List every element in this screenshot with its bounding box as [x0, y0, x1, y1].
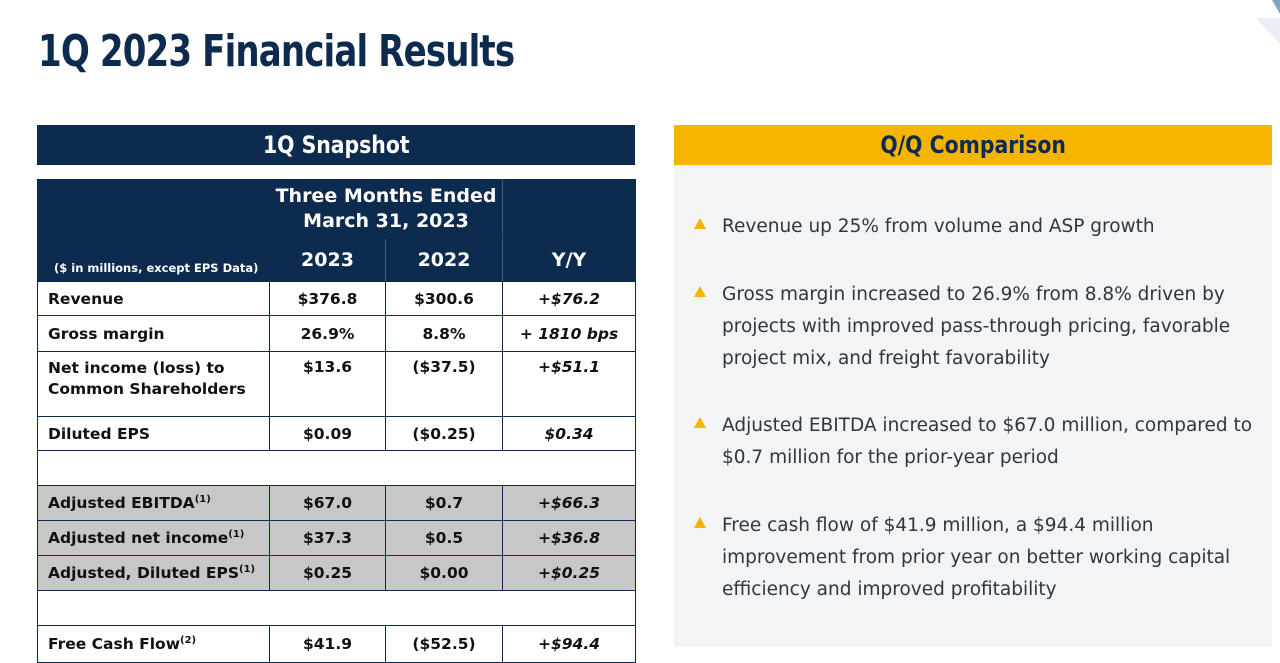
value-yy: +$66.3	[502, 485, 637, 521]
table-row: Adjusted net income(1) $37.3 $0.5 +$36.8	[37, 520, 637, 556]
value-2023: $13.6	[269, 351, 386, 417]
value-2022: $0.5	[384, 520, 504, 556]
column-header-yy: Y/Y	[502, 238, 637, 282]
table-row: Diluted EPS $0.09 ($0.25) $0.34	[37, 416, 637, 451]
bullet-text: Adjusted EBITDA increased to $67.0 milli…	[722, 415, 1253, 468]
table-row: Adjusted EBITDA(1) $67.0 $0.7 +$66.3	[37, 485, 637, 521]
list-item: Gross margin increased to 26.9% from 8.8…	[690, 279, 1270, 375]
value-2022: ($0.25)	[384, 416, 504, 451]
table-row: Net income (loss) to Common Shareholders…	[37, 351, 637, 417]
value-2023: $37.3	[269, 520, 386, 556]
comparison-header: Q/Q Comparison	[674, 125, 1272, 165]
blank-row	[36, 450, 637, 486]
header-blank-cell	[502, 179, 637, 239]
row-label: Net income (loss) to Common Shareholders	[37, 351, 270, 417]
value-2022: 8.8%	[384, 315, 504, 352]
value-2022: ($37.5)	[384, 351, 504, 417]
triangle-bullet-icon	[694, 218, 706, 229]
list-item: Revenue up 25% from volume and ASP growt…	[690, 211, 1270, 243]
table-row: Adjusted, Diluted EPS(1) $0.25 $0.00 +$0…	[37, 555, 637, 591]
value-2022: $0.7	[384, 485, 504, 521]
header-blank-cell	[37, 179, 270, 239]
bullet-text: Free cash flow of $41.9 million, a $94.4…	[722, 515, 1231, 600]
value-2022: ($52.5)	[384, 625, 504, 663]
table-row: Gross margin 26.9% 8.8% + 1810 bps	[37, 315, 637, 352]
value-yy: $0.34	[502, 416, 637, 451]
list-item: Adjusted EBITDA increased to $67.0 milli…	[690, 410, 1270, 474]
value-yy: +$94.4	[502, 625, 637, 663]
value-2023: $41.9	[269, 625, 386, 663]
table-header-row: ($ in millions, except EPS Data) 2023 20…	[37, 238, 637, 282]
triangle-bullet-icon	[694, 417, 706, 428]
value-yy: +$76.2	[502, 281, 637, 316]
footnote-marker: (1)	[228, 528, 245, 540]
blank-row	[36, 590, 637, 626]
value-2023: $376.8	[269, 281, 386, 316]
value-yy: +$36.8	[502, 520, 637, 556]
column-header-2022: 2022	[384, 238, 504, 282]
table-row: Free Cash Flow(2) $41.9 ($52.5) +$94.4	[37, 625, 637, 663]
comparison-panel	[674, 125, 1272, 647]
corner-logo-mark	[1256, 0, 1280, 44]
column-header-2023: 2023	[269, 238, 386, 282]
list-item: Free cash flow of $41.9 million, a $94.4…	[690, 510, 1270, 606]
row-label: Free Cash Flow(2)	[37, 625, 270, 663]
value-yy: +$51.1	[502, 351, 637, 417]
bullet-text: Revenue up 25% from volume and ASP growt…	[722, 216, 1155, 237]
row-label: Adjusted EBITDA(1)	[37, 485, 270, 521]
row-label: Adjusted, Diluted EPS(1)	[37, 555, 270, 591]
row-label: Diluted EPS	[37, 416, 270, 451]
snapshot-header: 1Q Snapshot	[37, 125, 635, 165]
footnote-marker: (2)	[180, 634, 197, 646]
value-yy: + 1810 bps	[502, 315, 637, 352]
value-2023: 26.9%	[269, 315, 386, 352]
table-header-row: Three Months Ended March 31, 2023	[37, 179, 637, 239]
page-title: 1Q 2023 Financial Results	[38, 26, 515, 77]
value-2023: $67.0	[269, 485, 386, 521]
footnote-marker: (1)	[239, 563, 256, 575]
triangle-bullet-icon	[694, 286, 706, 297]
value-2023: $0.09	[269, 416, 386, 451]
value-yy: +$0.25	[502, 555, 637, 591]
row-label: Adjusted net income(1)	[37, 520, 270, 556]
table-row: Revenue $376.8 $300.6 +$76.2	[37, 281, 637, 316]
snapshot-table: Three Months Ended March 31, 2023 ($ in …	[36, 179, 637, 663]
units-note: ($ in millions, except EPS Data)	[37, 238, 270, 282]
period-label: Three Months Ended March 31, 2023	[268, 179, 504, 239]
bullet-text: Gross margin increased to 26.9% from 8.8…	[722, 284, 1231, 369]
footnote-marker: (1)	[194, 493, 211, 505]
value-2022: $0.00	[384, 555, 504, 591]
row-label: Revenue	[37, 281, 270, 316]
value-2022: $300.6	[384, 281, 504, 316]
value-2023: $0.25	[269, 555, 386, 591]
triangle-bullet-icon	[694, 517, 706, 528]
row-label: Gross margin	[37, 315, 270, 352]
